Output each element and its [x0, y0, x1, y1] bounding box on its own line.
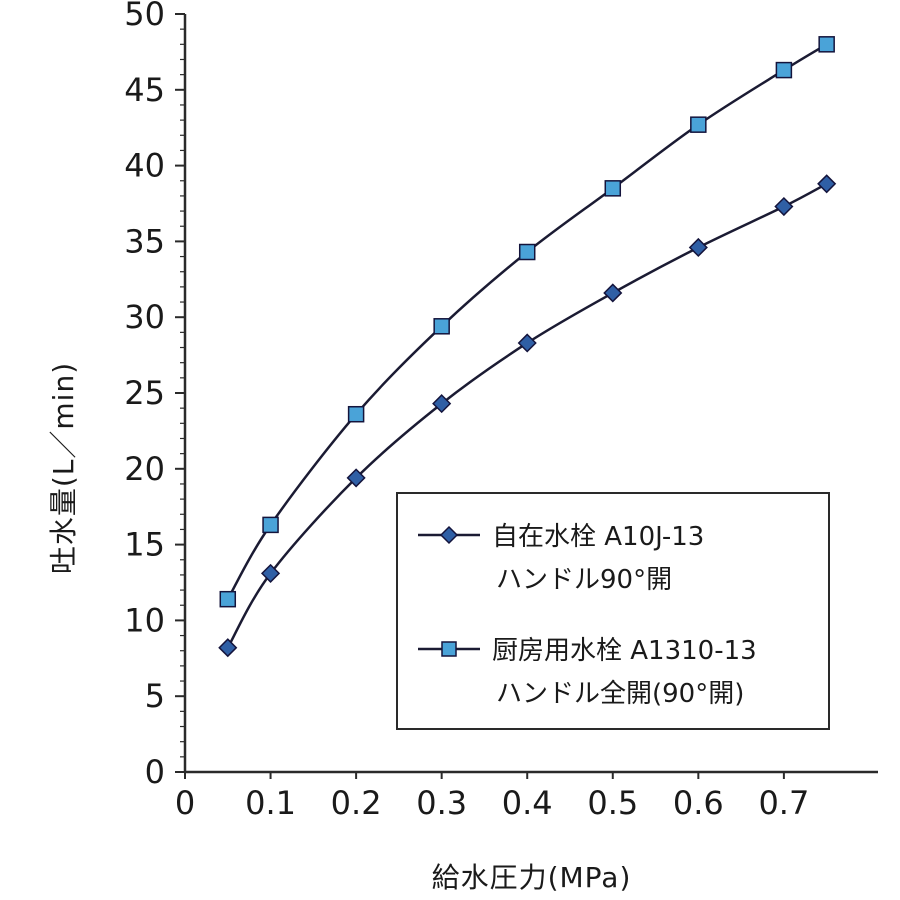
y-tick-label: 45: [124, 71, 165, 109]
y-tick-label: 35: [124, 222, 165, 260]
legend-entry-faucet-a1310: 厨房用水栓 A1310-13 ハンドル全開(90°開): [416, 630, 810, 710]
square-marker-icon: [604, 180, 622, 197]
square-marker-icon: [219, 590, 237, 608]
diamond-marker-icon: [688, 237, 708, 258]
y-tick-label: 10: [124, 601, 165, 639]
legend-label-line2: ハンドル90°開: [496, 565, 673, 595]
x-tick-label: 0.2: [331, 784, 382, 822]
chart-legend: 自在水栓 A10J-13 ハンドル90°開 厨房用水栓 A1310-13 ハンド…: [396, 492, 830, 730]
y-tick-label: 40: [124, 147, 165, 185]
square-marker-icon: [690, 116, 707, 133]
y-tick-label: 5: [145, 677, 165, 715]
diamond-marker-icon: [517, 333, 537, 353]
x-tick-label: 0.7: [758, 784, 809, 822]
diamond-marker-icon: [432, 394, 452, 414]
square-marker-icon: [775, 61, 793, 79]
diamond-marker-icon: [817, 174, 837, 194]
square-marker-icon: [433, 318, 450, 335]
y-tick-label: 15: [124, 526, 165, 564]
diamond-marker-icon: [260, 563, 281, 583]
diamond-marker-icon: [774, 196, 794, 217]
x-axis-title: 給水圧力(MPa): [431, 861, 632, 894]
legend-label-line1: 自在水栓 A10J-13: [492, 522, 705, 552]
series-line: [226, 182, 828, 649]
x-tick-label: 0.4: [502, 784, 553, 822]
diamond-marker-icon: [346, 468, 366, 488]
square-marker-icon: [518, 243, 536, 261]
y-tick-label: 20: [124, 450, 165, 488]
square-marker-icon: [262, 516, 279, 534]
x-tick-label: 0.1: [245, 784, 296, 822]
legend-entry-faucet-a10j: 自在水栓 A10J-13 ハンドル90°開: [416, 516, 810, 596]
legend-label-line1: 厨房用水栓 A1310-13: [492, 636, 757, 666]
square-marker-sample-icon: [418, 640, 480, 657]
y-tick-label: 50: [124, 0, 165, 33]
x-tick-label: 0.6: [673, 784, 724, 822]
x-tick-label: 0.3: [416, 784, 467, 822]
y-axis-title: 吐水量(L／min): [47, 361, 80, 575]
x-tick-label: 0: [175, 784, 195, 822]
diamond-marker-icon: [218, 638, 238, 658]
y-tick-label: 0: [145, 753, 165, 791]
diamond-marker-sample-icon: [418, 525, 480, 544]
legend-label-line2: ハンドル全開(90°開): [496, 679, 745, 709]
x-tick-label: 0.5: [587, 784, 638, 822]
diamond-marker-icon: [603, 283, 623, 303]
square-marker-icon: [818, 36, 835, 53]
square-marker-icon: [347, 405, 365, 423]
y-tick-label: 30: [124, 298, 165, 336]
y-tick-label: 25: [124, 374, 165, 412]
